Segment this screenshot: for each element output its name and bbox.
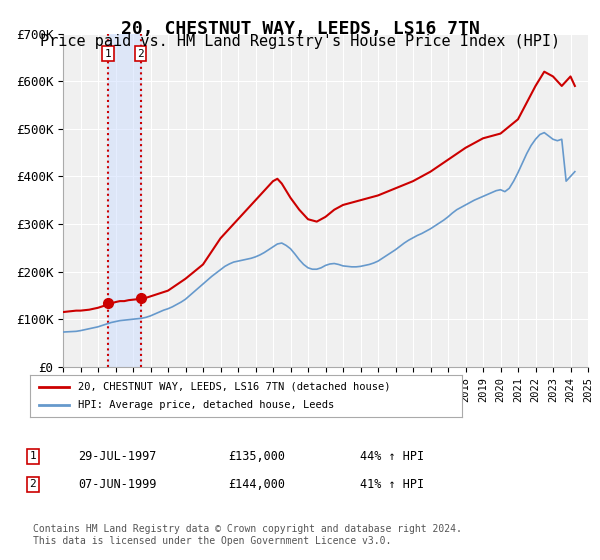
- Text: Price paid vs. HM Land Registry's House Price Index (HPI): Price paid vs. HM Land Registry's House …: [40, 34, 560, 49]
- Bar: [108, 34, 140, 367]
- Text: 20, CHESTNUT WAY, LEEDS, LS16 7TN (detached house): 20, CHESTNUT WAY, LEEDS, LS16 7TN (detac…: [77, 382, 390, 392]
- Text: 1: 1: [104, 49, 112, 59]
- Text: £135,000: £135,000: [228, 450, 285, 463]
- Text: 07-JUN-1999: 07-JUN-1999: [78, 478, 157, 491]
- Text: 20, CHESTNUT WAY, LEEDS, LS16 7TN: 20, CHESTNUT WAY, LEEDS, LS16 7TN: [121, 20, 479, 38]
- Text: 44% ↑ HPI: 44% ↑ HPI: [360, 450, 424, 463]
- Text: 2: 2: [29, 479, 37, 489]
- Text: 41% ↑ HPI: 41% ↑ HPI: [360, 478, 424, 491]
- Text: Contains HM Land Registry data © Crown copyright and database right 2024.
This d: Contains HM Land Registry data © Crown c…: [33, 524, 462, 546]
- Text: 29-JUL-1997: 29-JUL-1997: [78, 450, 157, 463]
- Text: £144,000: £144,000: [228, 478, 285, 491]
- Text: 2: 2: [137, 49, 144, 59]
- Text: HPI: Average price, detached house, Leeds: HPI: Average price, detached house, Leed…: [77, 400, 334, 410]
- Text: 1: 1: [29, 451, 37, 461]
